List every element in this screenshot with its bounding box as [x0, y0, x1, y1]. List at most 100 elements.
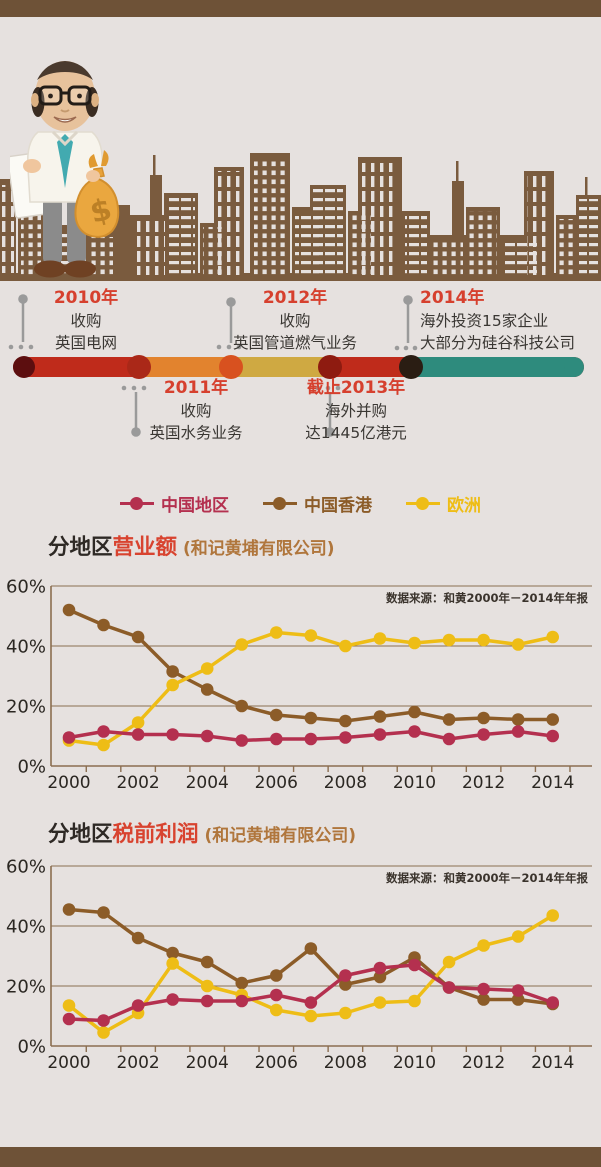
legend-item-europe: 欧洲	[406, 491, 481, 516]
data-point	[62, 603, 76, 617]
data-point	[200, 662, 214, 675]
data-point	[62, 1012, 76, 1026]
data-point	[131, 716, 145, 729]
timeline-event-2014: 2014年 海外投资15家企业 大部分为硅谷科技公司	[420, 288, 600, 354]
timeline-event-2012: 2012年 收购 英国管道燃气业务	[213, 288, 377, 354]
data-point	[97, 738, 110, 752]
data-point	[511, 725, 525, 738]
data-point	[339, 714, 352, 728]
data-point	[373, 710, 387, 723]
timeline-node-icon	[399, 355, 423, 379]
svg-text:2002: 2002	[116, 773, 159, 793]
event-year: 2012年	[262, 288, 328, 308]
timeline-node-icon	[13, 356, 35, 378]
data-point	[408, 705, 421, 719]
data-point	[408, 958, 421, 972]
legend-dot-icon	[130, 496, 143, 510]
event-year: 2011年	[163, 378, 229, 398]
data-point	[97, 725, 110, 738]
svg-text:40%: 40%	[6, 917, 46, 938]
svg-text:2014: 2014	[531, 773, 574, 793]
data-point	[373, 970, 387, 984]
svg-text:0%: 0%	[17, 757, 46, 778]
event-year: 2010年	[53, 288, 119, 308]
data-point	[62, 999, 76, 1012]
data-point	[200, 994, 214, 1008]
chart1-title-suffix: (和记黄埔有限公司)	[177, 539, 335, 559]
data-point	[270, 708, 283, 722]
legend-marker	[120, 496, 154, 510]
event-year: 2014年	[420, 288, 485, 308]
data-point	[200, 683, 214, 696]
chart-legend: 中国地区 中国香港 欧洲	[0, 491, 601, 516]
svg-text:60%: 60%	[6, 858, 46, 878]
data-point	[339, 731, 352, 744]
legend-label: 中国地区	[161, 495, 229, 516]
event-line: 达1445亿港元	[305, 424, 407, 442]
data-point	[235, 638, 249, 651]
data-point	[62, 731, 76, 744]
chart2-title-main: 税前利润	[112, 822, 199, 847]
chart2-title-prefix: 分地区	[48, 822, 113, 847]
city-skyline-icon	[0, 153, 601, 281]
timeline-event-2011: 2011年 收购 英国水务业务	[130, 378, 262, 444]
data-point	[546, 713, 559, 726]
data-point	[270, 969, 283, 982]
data-point	[166, 678, 179, 692]
data-point	[373, 961, 387, 975]
data-point	[373, 632, 387, 645]
timeline-bar	[8, 294, 584, 437]
data-point	[373, 996, 387, 1009]
legend-label: 中国香港	[304, 495, 372, 516]
data-point	[304, 996, 318, 1009]
timeline-event-2013: 截止2013年 海外并购 达1445亿港元	[280, 378, 432, 444]
chart-grid	[50, 585, 592, 772]
data-point	[131, 728, 145, 741]
data-point	[546, 909, 559, 922]
chart-grid	[50, 865, 592, 1052]
data-point	[408, 994, 421, 1008]
data-point	[339, 639, 352, 653]
data-point	[477, 728, 490, 741]
legend-label: 欧洲	[447, 495, 481, 516]
data-point	[166, 728, 179, 741]
data-point	[97, 1026, 110, 1039]
data-point	[442, 981, 456, 994]
data-point	[97, 1014, 110, 1027]
shoe-icon	[34, 260, 66, 278]
timeline-track	[13, 355, 584, 379]
timeline-connector	[8, 294, 34, 350]
data-point	[270, 988, 283, 1002]
data-point	[304, 1009, 318, 1023]
data-point	[339, 978, 352, 991]
svg-text:2008: 2008	[324, 773, 367, 793]
data-point	[304, 711, 318, 725]
timeline-event-2010: 2010年 收购 英国电网	[20, 288, 152, 354]
data-point	[477, 982, 490, 996]
timeline-node-icon	[219, 355, 243, 379]
svg-text:2004: 2004	[186, 1053, 229, 1073]
data-point	[270, 732, 283, 746]
data-point	[408, 636, 421, 650]
event-line: 英国电网	[54, 334, 117, 352]
chart-pretax-profit-by-region: 0% 20% 40% 60% 2000 2002 2004 2006 2008 2010 2012 2…	[6, 858, 592, 1073]
data-point	[131, 999, 145, 1012]
data-point	[546, 729, 559, 743]
svg-text:0%: 0%	[17, 1037, 46, 1058]
timeline-node-icon	[127, 355, 151, 379]
svg-text:20%: 20%	[6, 977, 46, 998]
data-point	[97, 618, 110, 632]
chart1-title-main: 营业额	[112, 535, 178, 560]
tie-icon	[57, 134, 73, 188]
svg-text:2000: 2000	[47, 1053, 90, 1073]
svg-text:2010: 2010	[393, 773, 436, 793]
data-point	[166, 665, 179, 678]
legend-dot-icon	[273, 496, 286, 510]
legend-marker	[406, 496, 440, 510]
face	[31, 61, 99, 131]
svg-text:2008: 2008	[324, 1053, 367, 1073]
data-point	[62, 903, 76, 916]
data-point	[442, 633, 456, 647]
legend-dot-icon	[416, 496, 429, 510]
legend-item-hongkong: 中国香港	[263, 491, 372, 516]
